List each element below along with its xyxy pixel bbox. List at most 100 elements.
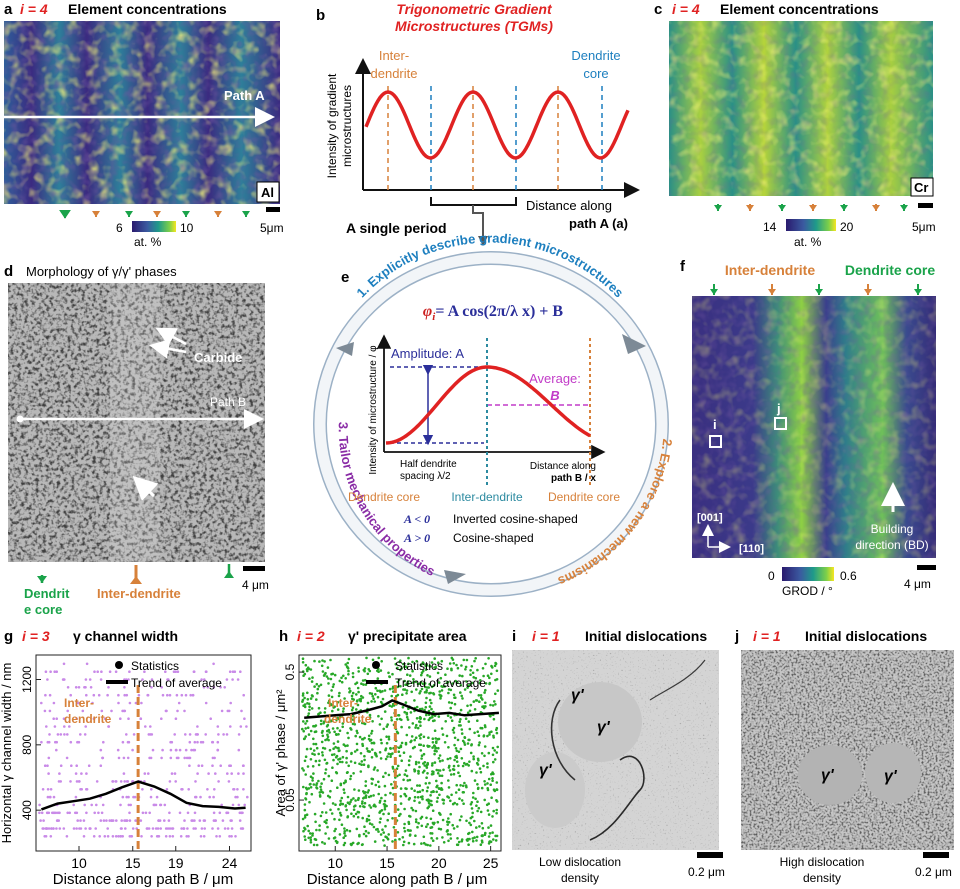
scatter-point (144, 811, 148, 815)
colorbar-unit: at. % (794, 235, 822, 249)
scatter-point (397, 814, 401, 817)
scatter-point (399, 787, 403, 790)
scatter-point (461, 697, 464, 700)
scatter-point (462, 802, 465, 805)
scatter-point (230, 772, 233, 775)
scatter-point (436, 661, 440, 664)
cosine-curve (385, 365, 591, 445)
scatter-point (317, 752, 321, 756)
scatter-point (418, 715, 422, 719)
scatter-point (125, 819, 129, 822)
scatter-point (76, 819, 79, 822)
scatter-point (173, 733, 176, 736)
scale-bar (918, 203, 933, 208)
scatter-point (379, 669, 383, 672)
scatter-point (134, 701, 138, 705)
scatter-point (396, 764, 400, 768)
scatter-point (323, 660, 326, 663)
scatter-point (426, 772, 429, 775)
scatter-point (426, 806, 430, 810)
scatter-point (376, 695, 380, 699)
scatter-point (428, 675, 432, 678)
scatter-point (321, 791, 325, 794)
scatter-point (420, 673, 423, 677)
scatter-point (315, 698, 318, 701)
scatter-point (160, 686, 163, 689)
scatter-point (320, 664, 324, 668)
scatter-point (79, 788, 82, 791)
scatter-point (493, 758, 497, 761)
scatter-point (315, 843, 319, 847)
scatter-point (419, 724, 422, 727)
panel-title: Initial dislocations (585, 628, 707, 644)
scatter-point (391, 672, 394, 676)
scatter-point (92, 717, 96, 720)
panel-e: e 1. Explicitly describe gradient micros… (313, 231, 675, 597)
scatter-point (484, 688, 487, 692)
scatter-point (449, 833, 452, 836)
scatter-point (396, 680, 400, 684)
scatter-point (480, 786, 484, 790)
scatter-point (424, 782, 428, 785)
scatter-point (369, 806, 373, 809)
scatter-point (387, 752, 391, 756)
scatter-point (368, 804, 371, 807)
scatter-point (489, 703, 492, 707)
x-tick-label: 10 (71, 855, 87, 871)
scatter-point (63, 725, 66, 728)
scatter-point (425, 696, 428, 700)
tick-dendrite-core: Dendrite core (348, 490, 420, 504)
scatter-point (364, 780, 368, 783)
scatter-point (406, 828, 410, 832)
scatter-point (413, 795, 417, 799)
scatter-point (175, 693, 179, 697)
scatter-point (307, 787, 311, 790)
scatter-point (480, 822, 484, 825)
region-i-label: i (713, 417, 717, 432)
scatter-point (407, 656, 410, 660)
scatter-point (403, 679, 406, 683)
scatter-point (246, 795, 249, 799)
scatter-point (41, 827, 44, 830)
scatter-point (211, 827, 214, 830)
scatter-point (432, 684, 436, 687)
scatter-point (220, 709, 224, 713)
scatter-point (338, 833, 342, 836)
y-axis-label: Horizontal γ channel width / nm (0, 663, 14, 844)
scatter-point (194, 827, 197, 830)
scatter-point (370, 732, 373, 735)
scatter-point (401, 706, 405, 709)
scatter-point (125, 693, 129, 697)
legend-trend: Trend of average (395, 676, 486, 690)
scatter-point (331, 709, 334, 713)
scatter-point (303, 835, 307, 838)
scatter-point (455, 749, 459, 753)
scatter-point (379, 757, 383, 760)
scatter-point (392, 826, 396, 829)
scatter-point (223, 686, 226, 689)
scatter-point (377, 792, 381, 796)
average-symbol: B (550, 388, 559, 403)
scatter-point (176, 709, 179, 713)
scatter-point (402, 751, 406, 754)
scatter-point (452, 731, 456, 734)
distance-label-line2: path B / x (551, 473, 596, 484)
inter-dendrite-label: Inter- (379, 48, 409, 63)
scatter-point (461, 764, 465, 768)
scatter-point (83, 733, 87, 736)
scatter-point (192, 827, 195, 830)
scatter-point (460, 799, 464, 802)
scatter-point (456, 738, 460, 742)
scatter-point (378, 723, 382, 726)
scatter-point (455, 843, 459, 846)
scatter-point (200, 678, 203, 681)
scatter-point (74, 811, 77, 815)
scatter-point (317, 712, 321, 716)
scatter-point (491, 779, 494, 782)
scatter-point (324, 738, 327, 742)
scatter-point (80, 772, 83, 775)
scatter-point (494, 703, 497, 706)
scatter-point (349, 800, 352, 804)
scatter-point (146, 693, 150, 697)
scatter-point (421, 788, 425, 792)
